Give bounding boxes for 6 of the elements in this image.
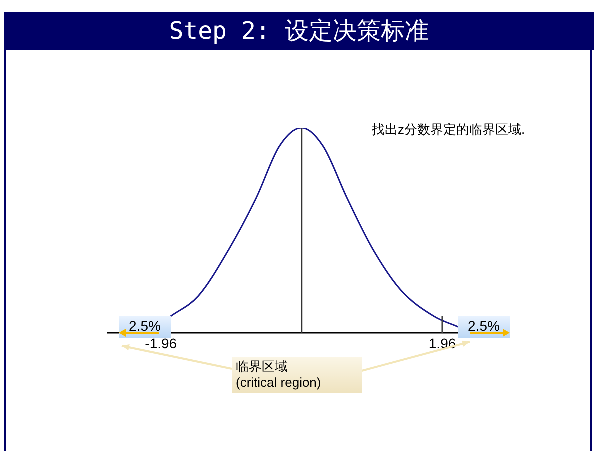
chart-title: Step 2: 设定决策标准 xyxy=(4,12,594,50)
annotation: 2.5% xyxy=(129,318,161,334)
text: 临界区域 (critical region) xyxy=(232,357,362,393)
annotation: 2.5% xyxy=(458,316,510,338)
x-tick-label: -1.96 xyxy=(145,335,178,352)
annotation: 找出z分数界定的临界区域. xyxy=(372,122,526,138)
